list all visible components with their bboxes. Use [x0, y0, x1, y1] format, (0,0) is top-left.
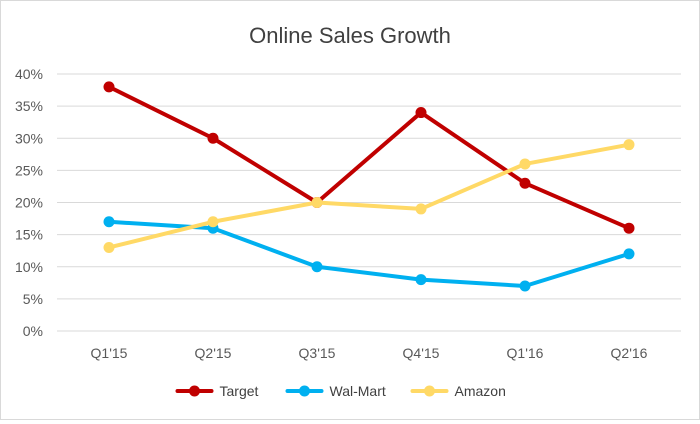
x-tick-label: Q3'15 [299, 345, 336, 361]
data-point [415, 107, 427, 119]
legend-label: Wal-Mart [330, 383, 386, 399]
data-point [519, 158, 531, 170]
y-tick-label: 15% [15, 227, 43, 243]
legend-swatch-marker [189, 385, 200, 397]
x-tick-label: Q4'15 [403, 345, 440, 361]
legend-item: Target [175, 383, 259, 399]
gridlines [57, 73, 681, 332]
data-point [103, 81, 115, 93]
x-axis-tick-labels: Q1'15 Q2'15 Q3'15 Q4'15 Q1'16 Q2'16 [91, 345, 648, 361]
data-point [519, 177, 531, 189]
y-axis-tick-labels: 0% 5% 10% 15% 20% 25% 30% 35% 40% [15, 66, 43, 339]
data-point [103, 216, 115, 228]
series-lines [103, 81, 635, 292]
x-tick-label: Q1'15 [91, 345, 128, 361]
chart-title: Online Sales Growth [249, 23, 451, 48]
x-tick-label: Q2'16 [611, 345, 648, 361]
x-tick-label: Q2'15 [195, 345, 232, 361]
data-point [311, 261, 323, 273]
x-tick-label: Q1'16 [507, 345, 544, 361]
y-tick-label: 35% [15, 98, 43, 114]
data-point [415, 274, 427, 286]
series-line [107, 84, 631, 231]
data-point [103, 241, 115, 253]
y-tick-label: 30% [15, 130, 43, 146]
data-point [207, 132, 219, 144]
y-tick-label: 25% [15, 162, 43, 178]
legend-swatch-marker [424, 385, 435, 397]
y-tick-label: 40% [15, 66, 43, 82]
data-point [623, 139, 635, 151]
data-point [623, 222, 635, 234]
legend-item: Amazon [410, 383, 506, 399]
series-line [107, 142, 631, 250]
data-point [415, 203, 427, 215]
legend-swatch-marker [299, 385, 310, 397]
legend-label: Amazon [455, 383, 506, 399]
data-point [311, 197, 323, 208]
y-tick-label: 0% [23, 323, 43, 339]
y-tick-label: 10% [15, 259, 43, 275]
data-point [623, 248, 635, 260]
legend: Target Wal-Mart Amazon [175, 383, 506, 399]
legend-label: Target [220, 383, 259, 399]
data-point [207, 216, 219, 228]
series-amazon [103, 139, 635, 253]
y-tick-label: 5% [23, 291, 43, 307]
y-tick-label: 20% [15, 195, 43, 211]
series-line [107, 219, 631, 289]
legend-item: Wal-Mart [285, 383, 386, 399]
data-point [519, 280, 531, 292]
